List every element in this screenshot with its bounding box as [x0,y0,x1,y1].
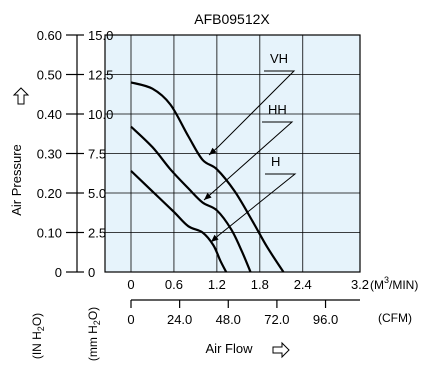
leader-arrow-hh [204,192,212,200]
series-label-hh: HH [268,102,287,117]
curves [130,81,285,272]
y-tick-label-mm: 2.5 [88,226,106,241]
y-tick-label-mm: 5.0 [88,186,106,201]
x-tick-label-m3: 0 [127,277,134,292]
x-tick-label-cfm: 24.0 [167,312,192,327]
y-tick-label-in: 0.50 [37,68,62,83]
x-tick-label-m3: 0.6 [165,277,183,292]
y-tick-label-mm: 7.5 [88,147,106,162]
series-label-vh: VH [270,51,288,66]
y-ticks-in: 0 0.10 0.20 0.30 0.40 0.50 0.60 [37,28,77,280]
y-tick-label-in: 0.40 [37,107,62,122]
chart-title: AFB09512X [194,11,270,27]
x-tick-label-m3: 1.2 [208,277,226,292]
x-ticks-m3: 0 0.6 1.2 1.8 2.4 3.2 [127,277,369,292]
x-tick-label-m3: 1.8 [251,277,269,292]
x-tick-label-cfm: 96.0 [313,312,338,327]
series-line-vh [130,81,285,272]
series-line-h [130,170,228,272]
x-unit-cfm: (CFM) [378,311,412,325]
grid [105,34,361,273]
y-axis-label: Air Pressure [9,144,24,216]
series-label-h: H [271,154,280,169]
x-tick-label-cfm: 0 [127,312,134,327]
x-tick-label-m3: 2.4 [294,277,312,292]
series-line-hh [130,125,252,272]
y-tick-label-in: 0 [55,265,62,280]
y-unit-in: (IN H2O) [30,313,46,359]
x-axis-label: Air Flow [206,341,254,356]
x-arrow-icon [272,341,290,359]
y-arrow-icon [12,87,30,105]
x-unit-m3: (M3/MIN) [370,275,418,292]
y-tick-label-in: 0.60 [37,28,62,43]
x-ticks-cfm: 0 24.0 48.0 72.0 96.0 [127,300,338,327]
x-tick-label-m3: 3.2 [351,277,369,292]
y-tick-label-in: 0.10 [37,226,62,241]
y-tick-label-in: 0.30 [37,147,62,162]
y-unit-mm: (mm H2O) [86,307,102,361]
y-tick-label-mm: 0 [88,265,95,280]
y-tick-label-mm: 12.5 [88,68,113,83]
y-tick-label-mm: 15.0 [88,28,113,43]
y-tick-label-in: 0.20 [37,186,62,201]
leader-arrow-h [211,234,219,242]
x-tick-label-cfm: 48.0 [216,312,241,327]
x-tick-label-cfm: 72.0 [264,312,289,327]
y-ticks-mm: 0 2.5 5.0 7.5 10.0 12.5 15.0 [77,28,113,280]
leader-arrow-vh [209,147,217,155]
y-tick-label-mm: 10.0 [88,107,113,122]
